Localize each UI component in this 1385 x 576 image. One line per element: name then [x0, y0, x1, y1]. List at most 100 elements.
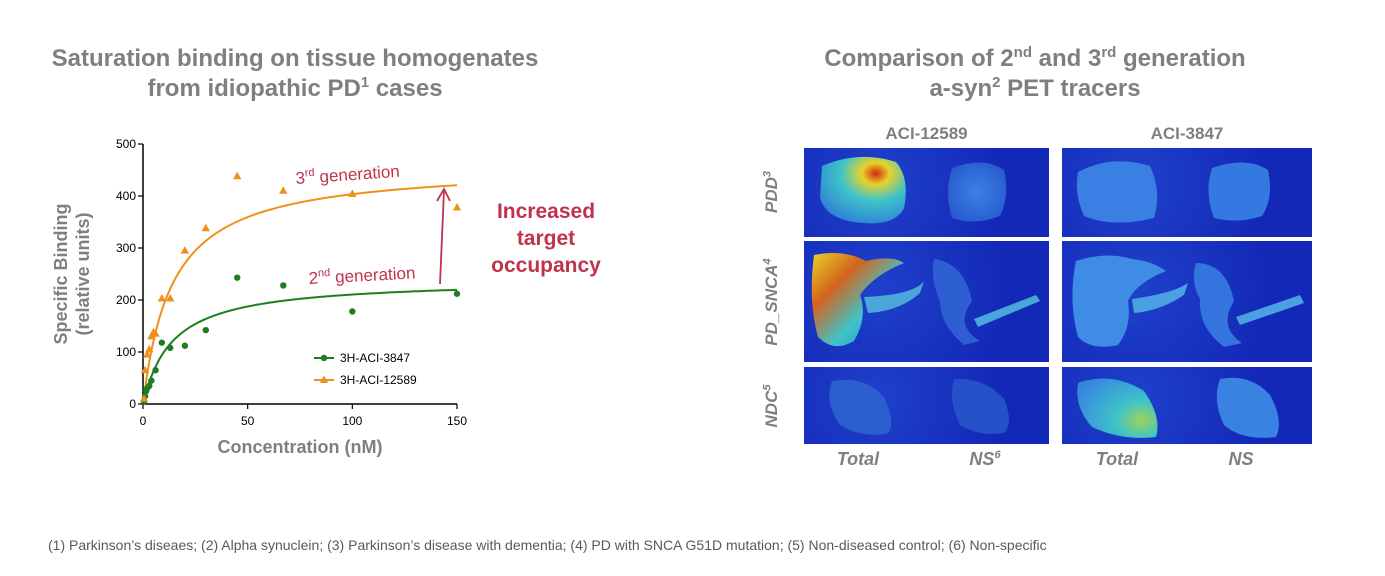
chart-annotations: 3rd generation 2nd generation: [295, 161, 451, 288]
data-point-3H-ACI-3847: [167, 344, 174, 352]
right-title-line1: Comparison of 2nd and 3rd generation: [760, 44, 1310, 74]
data-point-3H-ACI-3847: [349, 308, 356, 315]
data-point-3H-ACI-12589: [180, 246, 190, 254]
data-point-3H-ACI-3847: [181, 342, 189, 349]
left-panel-title: Saturation binding on tissue homogenates…: [20, 44, 570, 104]
data-point-3H-ACI-12589: [145, 344, 154, 353]
rt-l1-sup1: nd: [1013, 44, 1032, 61]
image-pd-snca-aci-3847: [1062, 241, 1312, 362]
footer-ns-1-sup: 6: [994, 449, 1001, 461]
data-point-3H-ACI-12589: [142, 350, 152, 358]
row-snca-text: PD_SNCA: [762, 264, 781, 346]
tissue-section-icon: [811, 253, 1040, 347]
left-title-line2-text: from idiopathic PD: [147, 75, 361, 102]
y-tick-label: 0: [129, 397, 136, 411]
row-ndc-sup: 5: [761, 384, 774, 391]
fit-curve-3H-ACI-3847: [142, 288, 457, 405]
data-point-3H-ACI-12589: [201, 223, 210, 232]
data-point-3H-ACI-12589: [233, 171, 242, 180]
data-point-3H-ACI-12589: [147, 331, 156, 340]
x-tick-label: 150: [447, 414, 467, 428]
column-header-aci-12589: ACI-12589: [885, 124, 968, 143]
chart-axes: 0 100 200 300 400 500 0 50 100 150 Concentration (…: [51, 137, 467, 457]
occupancy-line3: occupancy: [491, 254, 601, 277]
row-header-ndc: NDC5: [761, 356, 782, 456]
fit-curve-3H-ACI-12589: [142, 184, 458, 405]
row-pdd-sup: 3: [761, 170, 774, 178]
rt-l2-sup: 2: [992, 74, 1001, 91]
left-title-line2-tail: cases: [369, 75, 443, 102]
rt-l1-b: and 3: [1031, 45, 1102, 72]
tissue-section-icon: [829, 378, 1009, 435]
footer-total-1-text: Total: [836, 449, 880, 469]
data-point-3H-ACI-3847: [146, 382, 153, 389]
y-tick-label: 200: [116, 293, 136, 307]
rt-l2-a: a-syn: [929, 75, 993, 102]
data-point-3H-ACI-12589: [151, 329, 160, 337]
tissue-section-icon: [1072, 255, 1304, 347]
footer-total-2-text: Total: [1095, 449, 1139, 469]
x-tick-label: 100: [342, 414, 362, 428]
chart-fit-curves: [142, 184, 458, 405]
data-point-3H-ACI-12589: [140, 365, 150, 374]
x-axis-label: Concentration (nM): [218, 437, 383, 457]
data-point-3H-ACI-12589: [157, 293, 167, 302]
rt-l1-c: generation: [1116, 45, 1246, 72]
row-snca-sup: 4: [761, 258, 774, 265]
chart-legend: 3H-ACI-3847 3H-ACI-12589: [314, 351, 417, 387]
row-pdd-text: PDD: [762, 177, 781, 214]
image-ndc-aci-3847: [1062, 367, 1312, 444]
left-title-footnote-ref: 1: [360, 74, 370, 91]
left-title-line1: Saturation binding on tissue homogenates: [51, 45, 539, 72]
footer-total-aci-3847: Total: [1057, 449, 1177, 470]
column-header-aci-3847: ACI-3847: [1150, 124, 1224, 143]
y-tick-label: 500: [116, 137, 136, 151]
second-generation-label: 2nd generation: [308, 262, 416, 288]
footer-ns-aci-3847: NS: [1181, 449, 1301, 470]
image-ndc-aci-12589: [804, 367, 1049, 444]
tissue-section-icon: [1077, 377, 1279, 438]
occupancy-line1: Increased: [496, 200, 596, 223]
data-point-3H-ACI-12589: [139, 394, 149, 402]
y-tick-label: 400: [116, 189, 136, 203]
footer-ns-aci-12589: NS6: [925, 449, 1045, 470]
occupancy-arrow-head: [436, 187, 451, 202]
occupancy-arrow-shaft: [439, 189, 445, 285]
data-point-3H-ACI-12589: [279, 186, 288, 194]
data-point-3H-ACI-3847: [280, 282, 287, 289]
data-point-3H-ACI-12589: [166, 293, 175, 302]
increased-occupancy-label: Increased target occupancy: [480, 198, 612, 279]
rt-l1-sup2: rd: [1101, 44, 1117, 61]
right-title-line2: a-syn2 PET tracers: [760, 74, 1310, 104]
image-pdd-aci-3847: [1062, 148, 1312, 237]
x-tick-label: 50: [241, 414, 255, 428]
legend-marker: [320, 354, 328, 362]
right-panel-title: Comparison of 2nd and 3rd generation a-s…: [760, 44, 1310, 104]
footnote: (1) Parkinson’s diseaes; (2) Alpha synuc…: [48, 537, 1047, 553]
legend-label: 3H-ACI-12589: [340, 373, 417, 387]
chart-data-points: [139, 171, 462, 405]
footer-total-aci-12589: Total: [798, 449, 918, 470]
row-header-pd-snca: PD_SNCA4: [761, 242, 782, 362]
data-point-3H-ACI-12589: [452, 202, 462, 211]
tissue-section-icon: [1076, 161, 1270, 223]
left-title-line2: from idiopathic PD1 cases: [20, 74, 570, 104]
rt-l2-b: PET tracers: [1000, 75, 1141, 102]
image-pd-snca-aci-12589: [804, 241, 1049, 362]
data-point-3H-ACI-3847: [234, 274, 241, 281]
y-axis-label-line1: Specific Binding: [51, 203, 71, 344]
data-point-3H-ACI-3847: [202, 326, 209, 334]
image-pdd-aci-12589: [804, 148, 1049, 237]
tissue-section-icon: [820, 156, 1007, 224]
row-ndc-text: NDC: [762, 390, 781, 428]
footer-ns-1-text: NS: [969, 449, 995, 469]
data-point-3H-ACI-3847: [152, 367, 159, 374]
legend-label: 3H-ACI-3847: [340, 351, 410, 365]
third-generation-label: 3rd generation: [295, 161, 400, 188]
data-point-3H-ACI-3847: [453, 290, 461, 297]
data-point-3H-ACI-12589: [348, 189, 357, 197]
rt-l1-a: Comparison of 2: [824, 45, 1014, 72]
row-header-pdd: PDD3: [761, 142, 782, 242]
data-point-3H-ACI-3847: [148, 377, 155, 384]
saturation-binding-chart: 0 100 200 300 400 500 0 50 100 150 Concentration (…: [51, 137, 467, 457]
